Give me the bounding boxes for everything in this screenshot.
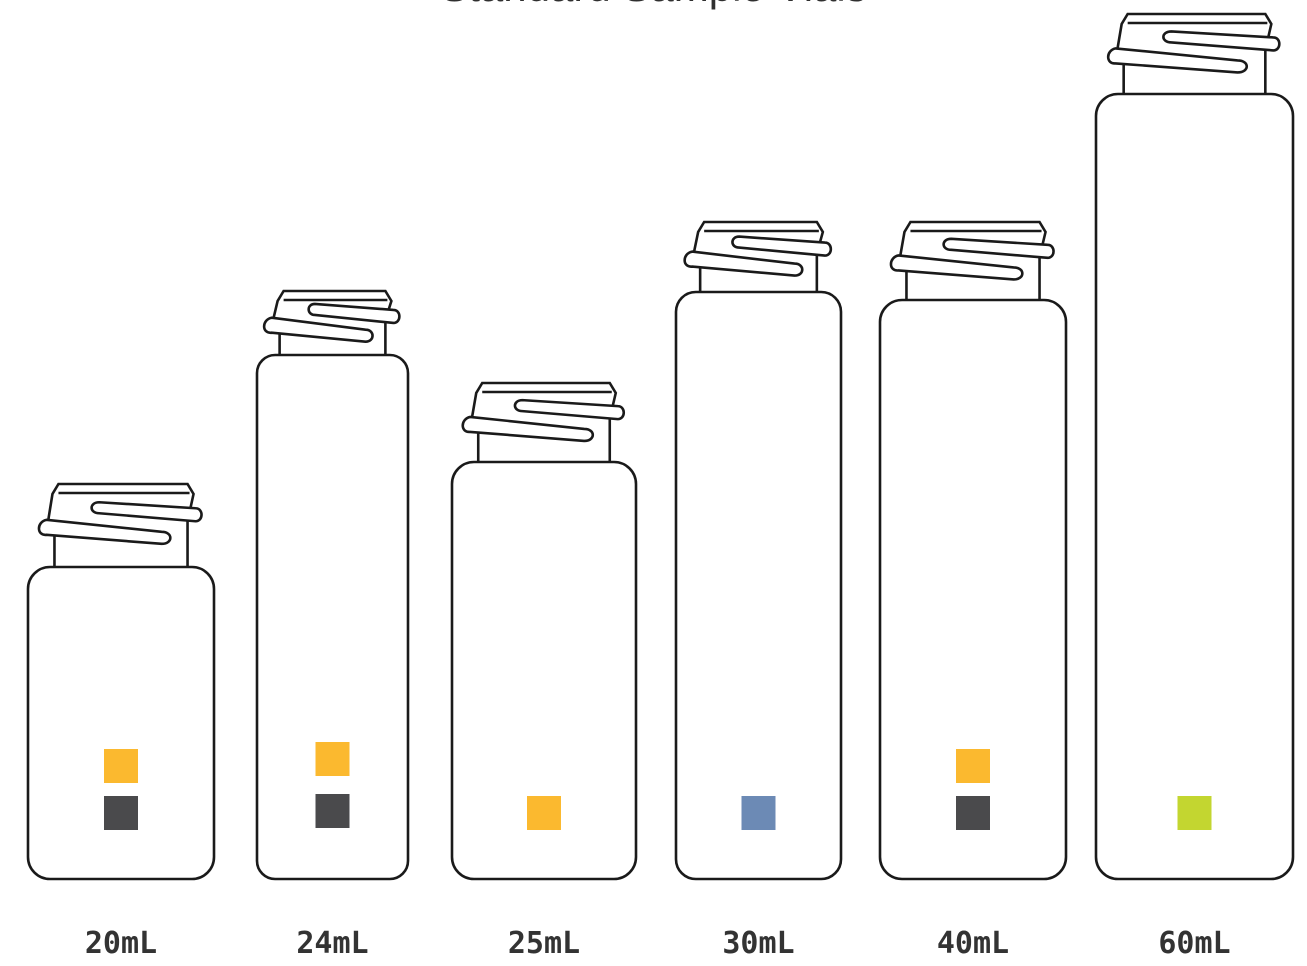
vial-thread-upper [942, 237, 1055, 260]
vial-body [674, 290, 843, 881]
vial-volume-label: 20mL [85, 926, 157, 961]
vial-body [255, 353, 410, 881]
vial-thread-lower [683, 250, 804, 277]
vial-25ml: 25mL [450, 381, 638, 961]
vial-volume-label: 24mL [296, 926, 368, 961]
vial-body [450, 460, 638, 881]
diagram-title: Standard Sample Vials [0, 0, 1307, 8]
color-swatch-yellow [315, 742, 350, 776]
vial-30ml: 30mL [674, 220, 843, 961]
vial-thread-upper [1162, 30, 1281, 52]
vial-thread-upper [731, 235, 833, 257]
vial-body [878, 298, 1068, 881]
vial-thread-upper [90, 500, 203, 523]
color-swatch-dark-gray [104, 796, 138, 830]
color-swatch-yellow [956, 749, 990, 783]
color-swatch-yellow [527, 796, 561, 830]
vial-thread-lower [262, 316, 374, 344]
color-swatch-lime [1177, 796, 1212, 830]
vial-thread-lower [37, 518, 172, 546]
vial-thread-upper [307, 302, 401, 325]
color-swatch-dark-gray [315, 794, 350, 828]
vial-volume-label: 30mL [722, 926, 794, 961]
vial-thread-lower [461, 415, 595, 443]
vial-20ml: 20mL [26, 482, 216, 961]
vial-volume-label: 40mL [937, 926, 1009, 961]
vial-volume-label: 60mL [1158, 926, 1230, 961]
vial-thread-upper [513, 398, 626, 421]
vial-body [26, 565, 216, 881]
color-swatch-blue [741, 796, 776, 830]
vial-thread-lower [889, 254, 1024, 281]
vial-24ml: 24mL [255, 289, 410, 961]
color-swatch-yellow [104, 749, 138, 783]
vial-60ml: 60mL [1094, 12, 1295, 961]
vial-40ml: 40mL [878, 220, 1068, 961]
color-swatch-dark-gray [956, 796, 990, 830]
vial-volume-label: 25mL [508, 926, 580, 961]
vial-body [1094, 92, 1295, 881]
vial-thread-lower [1106, 47, 1249, 74]
